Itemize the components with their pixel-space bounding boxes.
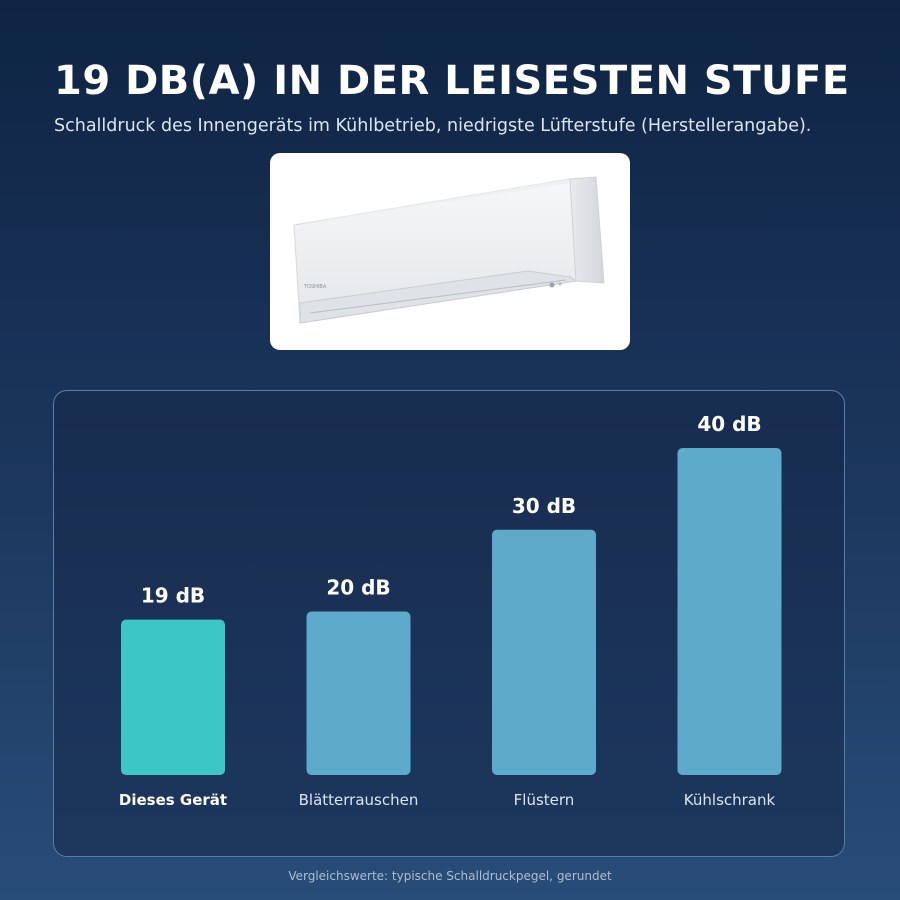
bar-3 xyxy=(677,448,782,775)
bar-0 xyxy=(121,619,225,775)
product-image-card: TOSHIBA xyxy=(270,153,630,350)
category-label: Kühlschrank xyxy=(684,791,776,809)
bar-chart: 19 dB Dieses Gerät 20 dB Blätterrauschen 30 … xyxy=(119,412,782,809)
bar-value-label: 30 dB xyxy=(512,494,576,518)
bar-value-label: 19 dB xyxy=(141,584,205,608)
category-label: Dieses Gerät xyxy=(119,791,227,809)
category-label: Blätterrauschen xyxy=(299,791,419,809)
brand-mark: TOSHIBA xyxy=(303,284,327,290)
bar-value-label: 20 dB xyxy=(326,576,390,600)
bar-2 xyxy=(492,529,596,775)
footnote: Vergleichswerte: typische Schalldruckpeg… xyxy=(288,869,612,883)
chart-panel: 19 dB Dieses Gerät 20 dB Blätterrauschen 30 … xyxy=(53,390,845,857)
bar-1 xyxy=(306,611,411,775)
category-label: Flüstern xyxy=(514,791,575,809)
page-subtitle: Schalldruck des Innengeräts im Kühlbetri… xyxy=(54,116,812,136)
air-conditioner-icon: TOSHIBA xyxy=(293,176,605,324)
bar-value-label: 40 dB xyxy=(697,412,761,436)
page-title: 19 DB(A) IN DER LEISESTEN STUFE xyxy=(54,58,850,104)
